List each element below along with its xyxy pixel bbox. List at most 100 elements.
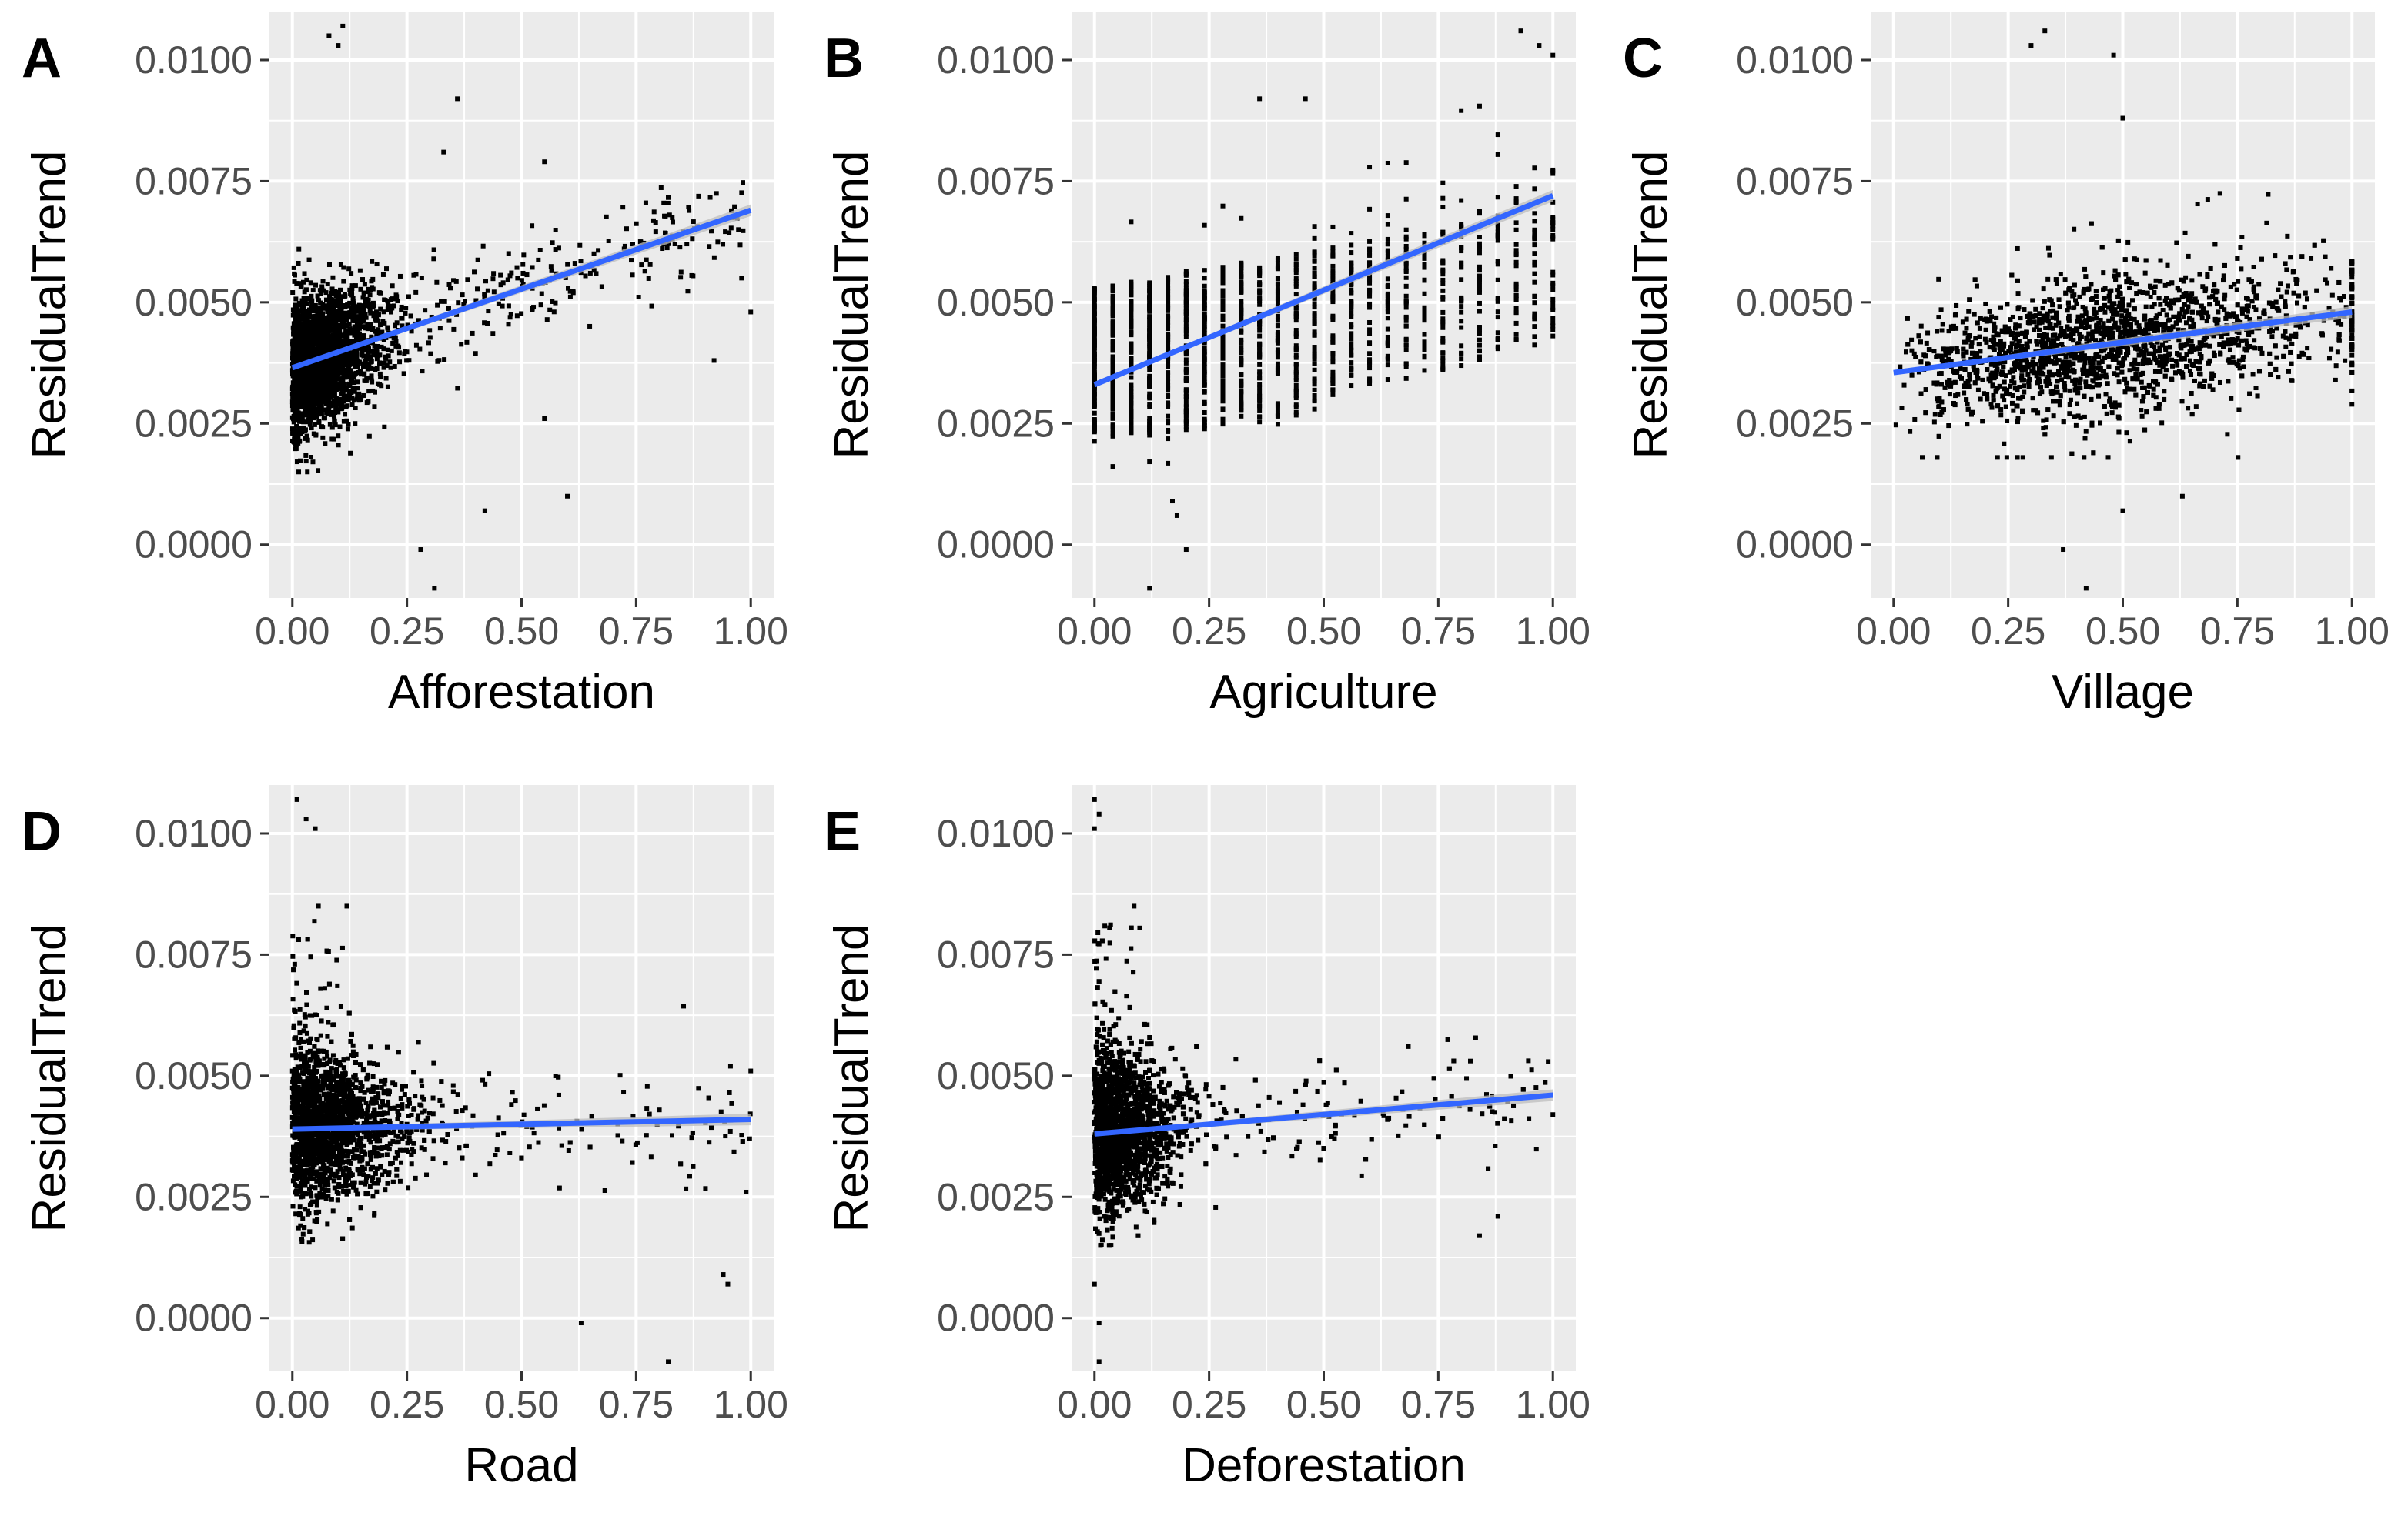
- data-point: [1349, 242, 1354, 248]
- data-point: [346, 362, 351, 368]
- data-point: [1239, 329, 1244, 335]
- data-point: [1403, 301, 1409, 306]
- data-point: [310, 338, 316, 343]
- data-point: [339, 319, 345, 324]
- data-point: [295, 334, 300, 339]
- data-point: [1275, 313, 1280, 319]
- data-point: [343, 343, 349, 349]
- data-point: [332, 402, 337, 408]
- data-point: [1275, 289, 1280, 295]
- data-point: [1220, 363, 1226, 369]
- data-point: [472, 269, 477, 275]
- data-point: [296, 382, 301, 387]
- data-point: [1110, 400, 1115, 406]
- data-point: [1349, 360, 1354, 366]
- data-point: [321, 288, 326, 293]
- data-point: [1440, 309, 1446, 315]
- data-point: [551, 309, 557, 315]
- data-point: [1550, 280, 1556, 286]
- data-point: [296, 352, 301, 357]
- data-point: [354, 326, 360, 332]
- data-point: [293, 315, 299, 320]
- data-point: [1202, 423, 1207, 429]
- data-point: [1367, 289, 1373, 294]
- y-tick-label: 0.0075: [135, 159, 253, 202]
- data-point: [620, 205, 626, 210]
- data-point: [1183, 404, 1189, 409]
- data-point: [1166, 370, 1171, 376]
- data-point: [299, 338, 304, 343]
- data-point: [357, 319, 363, 324]
- data-point: [369, 378, 374, 383]
- data-point: [296, 469, 302, 475]
- data-point: [1403, 283, 1409, 289]
- data-point: [1477, 241, 1482, 246]
- data-point: [319, 314, 325, 319]
- data-point: [1220, 422, 1226, 427]
- data-point: [306, 326, 311, 331]
- data-point: [1220, 289, 1226, 295]
- data-point: [334, 303, 339, 309]
- data-point: [553, 247, 558, 252]
- data-point: [1092, 410, 1097, 416]
- data-point: [1183, 312, 1189, 318]
- data-point: [1257, 355, 1263, 360]
- data-point: [455, 386, 460, 391]
- data-point: [390, 283, 395, 289]
- data-point: [1440, 180, 1446, 185]
- data-point: [298, 458, 303, 463]
- data-point: [436, 358, 442, 363]
- data-point: [399, 316, 404, 321]
- data-point: [339, 388, 345, 393]
- data-point: [2062, 331, 2067, 336]
- data-point: [1312, 224, 1317, 229]
- data-point: [1239, 262, 1244, 267]
- data-point: [326, 305, 331, 310]
- data-point: [333, 289, 338, 294]
- data-point: [1202, 419, 1207, 425]
- data-point: [346, 422, 351, 427]
- data-point: [1532, 324, 1537, 329]
- data-point: [393, 339, 399, 344]
- data-point: [1312, 316, 1317, 322]
- data-point: [399, 308, 404, 313]
- data-point: [399, 304, 404, 309]
- data-point: [348, 368, 353, 373]
- data-point: [349, 283, 355, 289]
- data-point: [1257, 372, 1263, 377]
- data-point: [1349, 325, 1354, 330]
- data-point: [1239, 372, 1244, 377]
- data-point: [319, 424, 324, 429]
- data-point: [1312, 349, 1317, 354]
- data-point: [327, 422, 333, 427]
- data-point: [339, 303, 344, 309]
- data-point: [1422, 353, 1427, 359]
- data-point: [1110, 464, 1115, 469]
- data-point: [291, 265, 296, 270]
- data-point: [1532, 294, 1537, 299]
- data-point: [1312, 382, 1317, 387]
- data-point: [391, 303, 396, 309]
- data-point: [1550, 220, 1556, 225]
- data-point: [1257, 342, 1263, 348]
- data-point: [1166, 299, 1171, 304]
- data-point: [306, 296, 312, 302]
- data-point: [336, 323, 341, 329]
- data-point: [318, 376, 323, 381]
- data-point: [1129, 323, 1134, 329]
- data-point: [1330, 336, 1336, 342]
- data-point: [350, 386, 356, 391]
- data-point: [384, 266, 390, 272]
- data-point: [1092, 424, 1097, 429]
- data-point: [326, 356, 332, 362]
- data-point: [1166, 279, 1171, 285]
- data-point: [329, 365, 335, 370]
- data-point: [310, 369, 316, 374]
- data-point: [1110, 339, 1115, 344]
- data-point: [1183, 547, 1189, 553]
- data-point: [498, 272, 503, 278]
- data-point: [370, 349, 376, 354]
- data-point: [2112, 273, 2117, 279]
- data-point: [385, 384, 390, 389]
- data-point: [1477, 330, 1482, 336]
